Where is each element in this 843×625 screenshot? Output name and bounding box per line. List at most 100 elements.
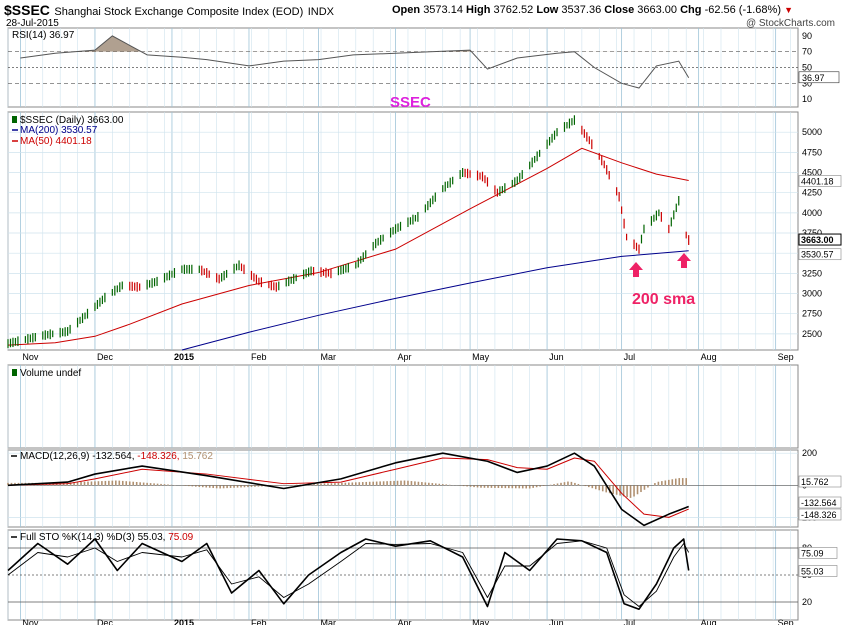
- x-tick-label: Jul: [624, 618, 636, 625]
- high-label: High: [466, 4, 491, 16]
- x-tick-label: Mar: [321, 618, 337, 625]
- rsi-y-tick: 90: [802, 31, 812, 41]
- price-y-tick: 4500: [802, 168, 822, 178]
- sto-y-tick: 20: [802, 597, 812, 607]
- close-value: 3663.00: [637, 4, 678, 16]
- volume-title: Volume undef: [20, 368, 81, 379]
- header-name: Shanghai Stock Exchange Composite Index …: [54, 6, 304, 18]
- chart-labels: Nov Dec 2015 Feb Mar Apr May Jun Jul Aug Sep Nov Dec…: [11, 30, 842, 625]
- price-y-tick: 3000: [802, 289, 822, 299]
- annotation-200-sma: 200 sma: [632, 291, 695, 308]
- price-y-tick: 4250: [802, 188, 822, 198]
- price-value-tag-text: 3663.00: [801, 235, 834, 245]
- sto-title-part: 75.09: [165, 532, 193, 543]
- up-arrow-icon: [629, 262, 643, 277]
- panel-price: [7, 111, 799, 351]
- header-line-2: 28-Jul-2015: [6, 18, 59, 30]
- header-ohlc: Open 3573.14 High 3762.52 Low 3537.36 Cl…: [392, 4, 793, 16]
- x-tick-label: Jul: [624, 352, 636, 362]
- sto-k-line: [7, 538, 690, 610]
- ma50-line: [7, 147, 689, 346]
- x-tick-label: Jun: [549, 618, 564, 625]
- x-tick-label: 2015: [174, 618, 194, 625]
- sto-title-part: Full STO %K(14,3) %D(3): [20, 532, 135, 543]
- macd-title: MACD(12,26,9) -132.564, -148.326, 15.762: [20, 451, 213, 462]
- macd-value-tag: [798, 496, 842, 509]
- sto-d-line: [7, 540, 690, 607]
- x-tick-label: Apr: [398, 352, 412, 362]
- x-tick-label: Dec: [97, 352, 114, 362]
- sto-title-part: 55.03,: [135, 532, 166, 543]
- sto-value-tag-text: 75.09: [801, 548, 824, 558]
- rsi-y-tick: 70: [802, 47, 812, 57]
- volume-bar-icon: [12, 369, 17, 376]
- x-tick-label: Nov: [22, 352, 39, 362]
- x-tick-label: Aug: [701, 618, 717, 625]
- header-exchange: INDX: [307, 6, 334, 18]
- close-label: Close: [604, 4, 635, 16]
- price-y-tick: 3750: [802, 228, 822, 238]
- price-value-tag: [798, 175, 842, 187]
- x-tick-label: May: [472, 352, 490, 362]
- legend-price: $SSEC (Daily) 3663.00: [20, 115, 124, 126]
- up-arrow-icon: [677, 253, 691, 268]
- price-y-tick: 4750: [802, 147, 822, 157]
- open-value: 3573.14: [423, 4, 463, 16]
- down-triangle-icon: ▼: [784, 5, 793, 15]
- sto-value-tag-text: 55.03: [801, 566, 824, 576]
- rsi-y-tick: 50: [802, 63, 812, 73]
- x-tick-label: 2015: [174, 352, 194, 362]
- sto-title: Full STO %K(14,3) %D(3) 55.03, 75.09: [20, 532, 194, 543]
- price-value-tag-text: 3530.57: [801, 250, 834, 260]
- price-y-tick: 2500: [802, 329, 822, 339]
- macd-value-tag-text: -148.326: [801, 510, 837, 520]
- panel-rsi: [7, 27, 799, 108]
- macd-title-part: -148.326,: [135, 451, 180, 462]
- ma200-line: [181, 250, 689, 351]
- x-tick-label: Aug: [701, 352, 717, 362]
- price-y-tick: 2750: [802, 309, 822, 319]
- x-tick-label: Sep: [778, 618, 794, 625]
- header-symbol: $SSEC: [4, 2, 50, 18]
- open-label: Open: [392, 4, 421, 16]
- price-y-tick: 4000: [802, 208, 822, 218]
- price-value-tag: [798, 233, 842, 246]
- macd-title-part: -132.564,: [89, 451, 134, 462]
- chg-label: Chg: [680, 4, 702, 16]
- price-value-tag: [798, 248, 842, 261]
- macd-title-part: MACD(12,26,9): [20, 451, 89, 462]
- x-tick-label: Sep: [778, 352, 794, 362]
- price-bar-icon: [12, 116, 17, 123]
- x-tick-label: Feb: [251, 352, 267, 362]
- panel-macd: [7, 449, 799, 528]
- macd-title-part: 15.762: [180, 451, 214, 462]
- chg-value: -62.56 (-1.68%): [704, 4, 781, 16]
- chart-background: [7, 27, 799, 621]
- low-label: Low: [536, 4, 559, 16]
- sto-value-tag: [798, 565, 838, 577]
- panel-volume: [7, 364, 799, 449]
- rsi-y-tick: 10: [802, 94, 812, 104]
- price-y-tick: 3250: [802, 268, 822, 278]
- x-tick-label: Dec: [97, 618, 114, 625]
- rsi-value-tag: [798, 71, 840, 84]
- x-tick-label: Feb: [251, 618, 267, 625]
- sto-value-tag: [798, 547, 838, 559]
- macd-value-tag: [798, 475, 842, 488]
- price-y-tick: 5000: [802, 127, 822, 137]
- legend-ma50: MA(50) 4401.18: [20, 136, 92, 147]
- x-tick-label: Mar: [321, 352, 337, 362]
- header-line-1: $SSEC Shanghai Stock Exchange Composite …: [4, 2, 840, 20]
- legend-ma200: MA(200) 3530.57: [20, 125, 98, 136]
- macd-signal-line: [7, 457, 689, 518]
- rsi-value-tag-text: 36.97: [802, 73, 825, 83]
- watermark: @ StockCharts.com: [745, 18, 835, 29]
- macd-line: [7, 452, 689, 527]
- rsi-y-tick: 30: [802, 78, 812, 88]
- header-date: 28-Jul-2015: [6, 18, 59, 29]
- x-tick-label: May: [472, 618, 490, 625]
- low-value: 3537.36: [561, 4, 602, 16]
- rsi-title: RSI(14) 36.97: [12, 30, 75, 41]
- chart-marks: [7, 35, 690, 610]
